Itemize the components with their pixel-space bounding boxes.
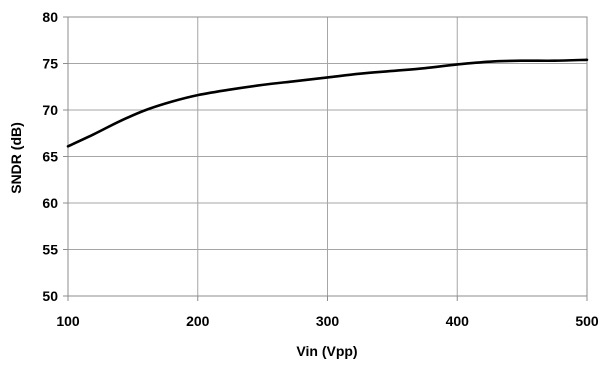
x-tick-label: 400 bbox=[446, 313, 470, 329]
x-tick-label: 100 bbox=[56, 313, 80, 329]
y-tick-label: 70 bbox=[42, 102, 58, 118]
y-tick-label: 55 bbox=[42, 242, 58, 258]
series-layer bbox=[66, 58, 589, 148]
series-line bbox=[66, 58, 589, 148]
grid bbox=[67, 16, 588, 297]
x-tick-label: 500 bbox=[575, 313, 599, 329]
y-tick-label: 60 bbox=[42, 195, 58, 211]
x-axis-title: Vin (Vpp) bbox=[296, 343, 357, 359]
y-tick-label: 50 bbox=[42, 288, 58, 304]
x-tick-label: 200 bbox=[186, 313, 210, 329]
y-tick-label: 80 bbox=[42, 9, 58, 25]
x-tick-label: 300 bbox=[316, 313, 340, 329]
y-tick-label: 65 bbox=[42, 149, 58, 165]
y-axis-ticks: 50 55 60 65 70 75 80 bbox=[42, 9, 68, 304]
y-tick-label: 75 bbox=[42, 56, 58, 72]
y-axis-title: SNDR (dB) bbox=[8, 122, 24, 194]
x-axis-ticks: 100 200 300 400 500 bbox=[56, 296, 599, 329]
